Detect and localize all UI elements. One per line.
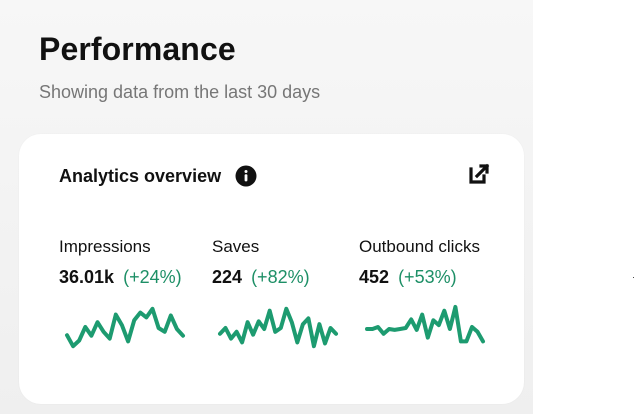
info-icon[interactable]: [235, 165, 257, 187]
page-subtitle: Showing data from the last 30 days: [39, 82, 321, 102]
sparkline-path: [218, 306, 338, 349]
sparkline-path: [65, 306, 185, 349]
external-link-icon[interactable]: [468, 163, 490, 185]
metric-value-row: 452 (+53%): [359, 265, 480, 289]
metric-value: 452: [359, 267, 390, 287]
metric-value: 36.01k: [59, 267, 115, 287]
metric-label: Saves: [212, 237, 260, 256]
metric-value-row: 224 (+82%): [212, 265, 310, 289]
metric-impressions: Impressions 36.01k (+24%): [59, 236, 182, 289]
impressions-sparkline: [65, 306, 185, 349]
metric-value: 224: [212, 267, 243, 287]
sparkline-path: [365, 304, 485, 344]
metric-saves: Saves 224 (+82%): [212, 236, 310, 289]
metric-change: (+24%): [123, 267, 182, 287]
tiny-dot: [633, 277, 634, 278]
metric-label: Impressions: [59, 237, 151, 256]
performance-panel: Performance Showing data from the last 3…: [0, 0, 533, 414]
outbound-clicks-sparkline: [365, 304, 485, 344]
metric-outbound-clicks: Outbound clicks 452 (+53%): [359, 236, 480, 289]
saves-sparkline: [218, 306, 338, 349]
metric-value-row: 36.01k (+24%): [59, 265, 182, 289]
metric-change: (+82%): [251, 267, 310, 287]
metric-label: Outbound clicks: [359, 237, 480, 256]
page-title: Performance: [39, 31, 236, 67]
metric-change: (+53%): [398, 267, 457, 287]
card-header: Analytics overview: [59, 164, 257, 188]
analytics-overview-card: Analytics overview Impressions 36.01k (+…: [19, 134, 524, 404]
card-title: Analytics overview: [59, 166, 222, 186]
